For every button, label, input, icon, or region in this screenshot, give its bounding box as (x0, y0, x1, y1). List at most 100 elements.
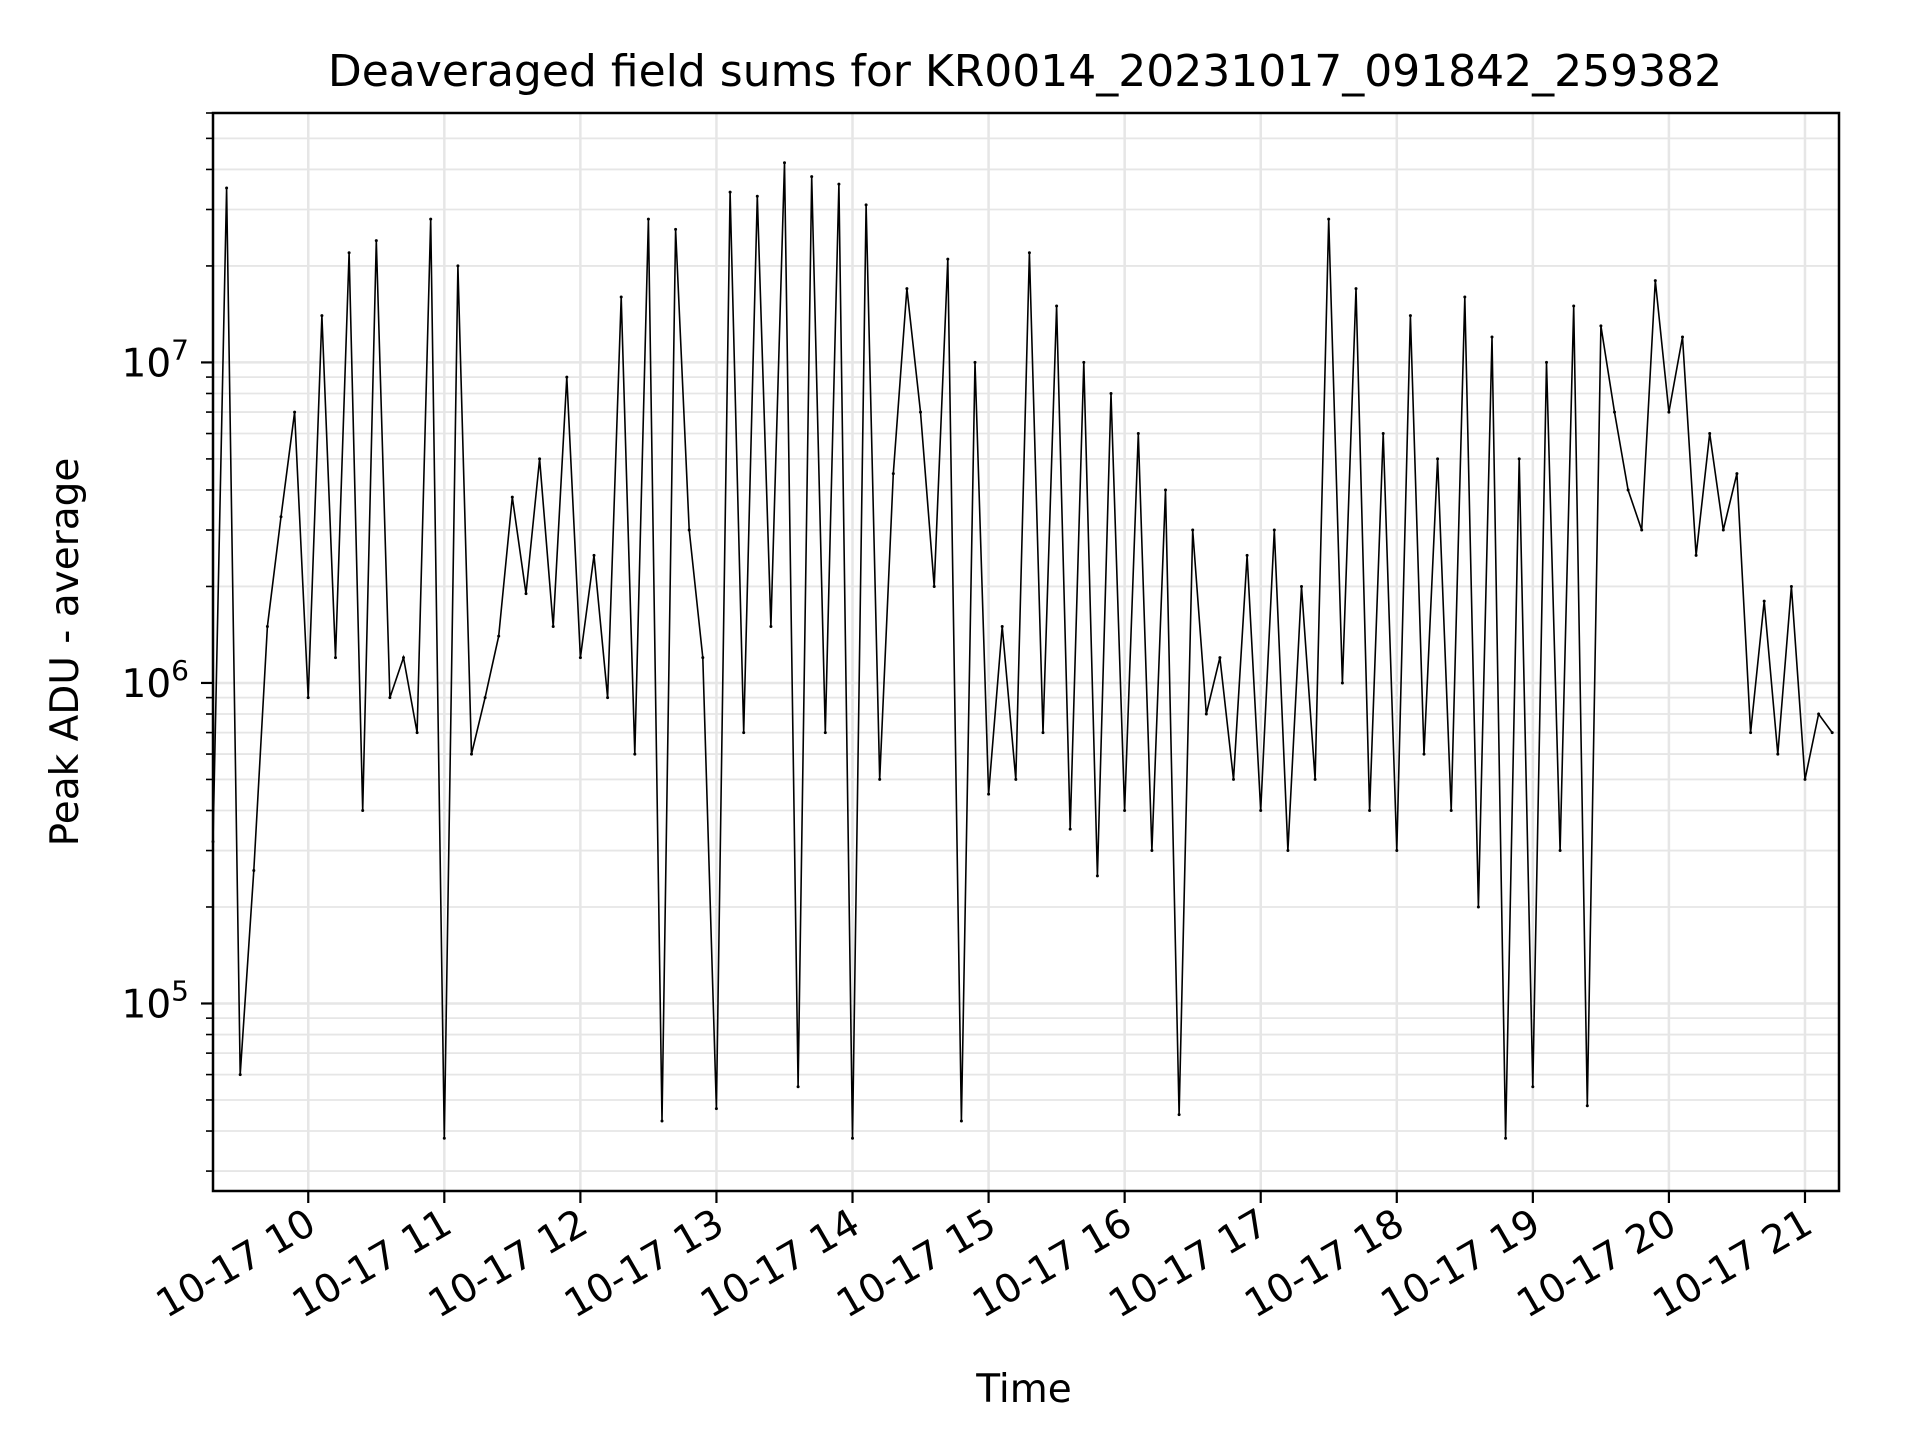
y-tick-label-exponent: 6 (171, 654, 189, 687)
data-point (1830, 731, 1834, 735)
data-point (429, 217, 433, 221)
data-point (1694, 553, 1698, 557)
data-point (565, 375, 569, 379)
data-point (783, 161, 786, 165)
data-point (1681, 335, 1684, 339)
data-point (633, 752, 637, 756)
data-point (347, 251, 351, 255)
data-point (755, 194, 759, 198)
data-point (1531, 1085, 1535, 1089)
data-point (1095, 874, 1099, 878)
data-point (1014, 777, 1018, 781)
data-point (1762, 599, 1766, 603)
data-point (1749, 731, 1753, 735)
data-point (238, 1073, 242, 1077)
series-layer (211, 161, 1834, 1140)
data-point (1558, 849, 1562, 852)
data-point (1300, 585, 1303, 588)
data-point (891, 472, 895, 476)
data-point (1408, 314, 1412, 318)
data-point (1000, 625, 1004, 628)
data-point (1082, 360, 1086, 364)
data-point (1463, 295, 1467, 299)
data-point (1789, 585, 1793, 588)
data-point (1191, 528, 1195, 532)
data-point (1232, 777, 1235, 781)
data-point (402, 656, 405, 660)
data-point (388, 696, 392, 700)
plot-frame (211, 111, 1841, 1193)
data-point (1055, 304, 1059, 308)
data-point (1340, 681, 1344, 685)
data-point (306, 696, 310, 700)
data-point (987, 792, 991, 796)
series-line (212, 162, 1833, 1139)
data-point (1667, 410, 1671, 414)
data-point (551, 625, 555, 628)
data-point (796, 1085, 800, 1089)
data-point (959, 1119, 963, 1123)
data-point (851, 1136, 854, 1140)
data-point (1449, 809, 1453, 812)
data-point (1504, 1136, 1508, 1140)
y-tick-label-exponent: 5 (171, 974, 189, 1007)
chart-title: Deaveraged field sums for KR0014_2023101… (328, 46, 1722, 97)
y-tick-label-base: 10 (122, 982, 172, 1027)
data-point (1204, 712, 1208, 716)
data-point (1150, 849, 1154, 852)
data-point (592, 553, 596, 557)
data-point (225, 186, 229, 190)
data-point (1218, 656, 1222, 660)
data-point (701, 656, 705, 660)
y-tick-label: 107 (122, 333, 189, 386)
data-point (470, 752, 473, 756)
data-point (538, 457, 542, 461)
data-point (1572, 304, 1576, 308)
data-point (1490, 335, 1494, 339)
data-point (905, 287, 909, 291)
data-point (510, 495, 514, 499)
y-tick-label-base: 10 (122, 341, 172, 386)
y-tick-label-base: 10 (122, 662, 172, 707)
y-axis-label: Peak ADU - average (43, 458, 88, 847)
data-point (1653, 279, 1657, 283)
data-point (606, 696, 610, 700)
data-point (1327, 217, 1331, 221)
data-point (320, 314, 324, 318)
data-point (293, 410, 297, 414)
data-point (1041, 731, 1045, 735)
data-point (265, 625, 269, 628)
data-point (1708, 432, 1712, 435)
data-point (1272, 528, 1276, 532)
data-point (714, 1107, 718, 1111)
data-point (1422, 752, 1426, 756)
data-point (1381, 432, 1385, 435)
data-point (1136, 432, 1140, 435)
data-point (973, 360, 977, 364)
data-point (660, 1119, 664, 1123)
data-point (919, 410, 922, 414)
data-point (279, 515, 283, 519)
data-point (1776, 752, 1780, 756)
data-point (1027, 251, 1031, 255)
data-point (864, 203, 868, 207)
data-point (619, 295, 623, 299)
data-point (1517, 457, 1521, 461)
x-axis-label: Time (975, 1367, 1071, 1412)
data-point (674, 227, 678, 231)
data-point (946, 257, 950, 261)
data-point (1177, 1113, 1181, 1117)
data-point (1354, 287, 1358, 291)
data-point (1476, 905, 1480, 909)
data-point (334, 656, 337, 660)
data-point (1436, 457, 1440, 461)
data-point (646, 217, 650, 221)
data-point (252, 869, 256, 872)
data-point (1123, 809, 1127, 812)
data-point (687, 528, 691, 532)
y-tick-label: 105 (122, 974, 189, 1027)
data-point (1599, 324, 1603, 328)
data-point (1613, 410, 1616, 414)
